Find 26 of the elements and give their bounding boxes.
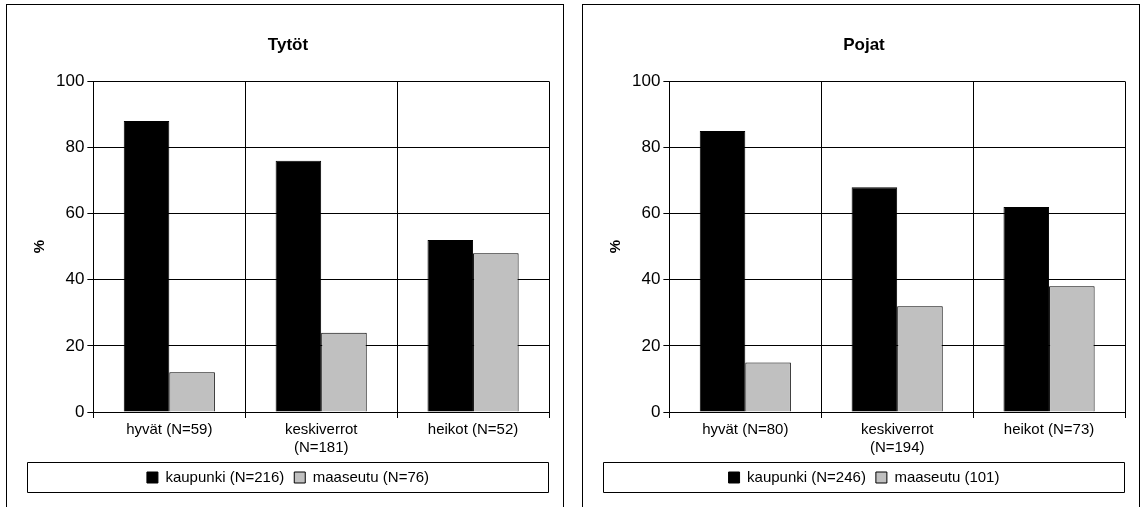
y-tick-label: 20 — [641, 335, 661, 355]
y-axis-title: % — [606, 240, 624, 254]
x-tick-label: heikot (N=73) — [1003, 420, 1095, 438]
chart-title: Tytöt — [267, 34, 309, 54]
x-tick-label: hyvät (N=59) — [126, 420, 213, 438]
y-tick-label: 80 — [641, 137, 661, 157]
x-tick-label: hyvät (N=80) — [702, 420, 789, 438]
y-tick-label: 60 — [65, 203, 85, 223]
y-tick-label: 40 — [65, 269, 85, 289]
x-tick-label: keskiverrot (N=181) — [284, 420, 359, 456]
y-tick-label: 0 — [650, 401, 661, 421]
y-tick-label: 100 — [631, 71, 661, 91]
x-tick-label: heikot (N=52) — [427, 420, 519, 438]
legend-label: kaupunki (N=246) — [747, 467, 866, 485]
y-tick-label: 60 — [641, 203, 661, 223]
x-tick-label: keskiverrot (N=194) — [860, 420, 935, 456]
y-tick-label: 100 — [55, 71, 85, 91]
y-tick-label: 20 — [65, 335, 85, 355]
legend-label: maaseutu (101) — [894, 467, 1000, 485]
y-tick-label: 40 — [641, 269, 661, 289]
chart-title: Pojat — [843, 34, 886, 54]
legend-label: maaseutu (N=76) — [312, 467, 430, 485]
y-axis-title: % — [30, 240, 48, 254]
legend-label: kaupunki (N=216) — [165, 467, 285, 485]
y-tick-label: 0 — [74, 401, 85, 421]
y-tick-label: 80 — [65, 137, 85, 157]
